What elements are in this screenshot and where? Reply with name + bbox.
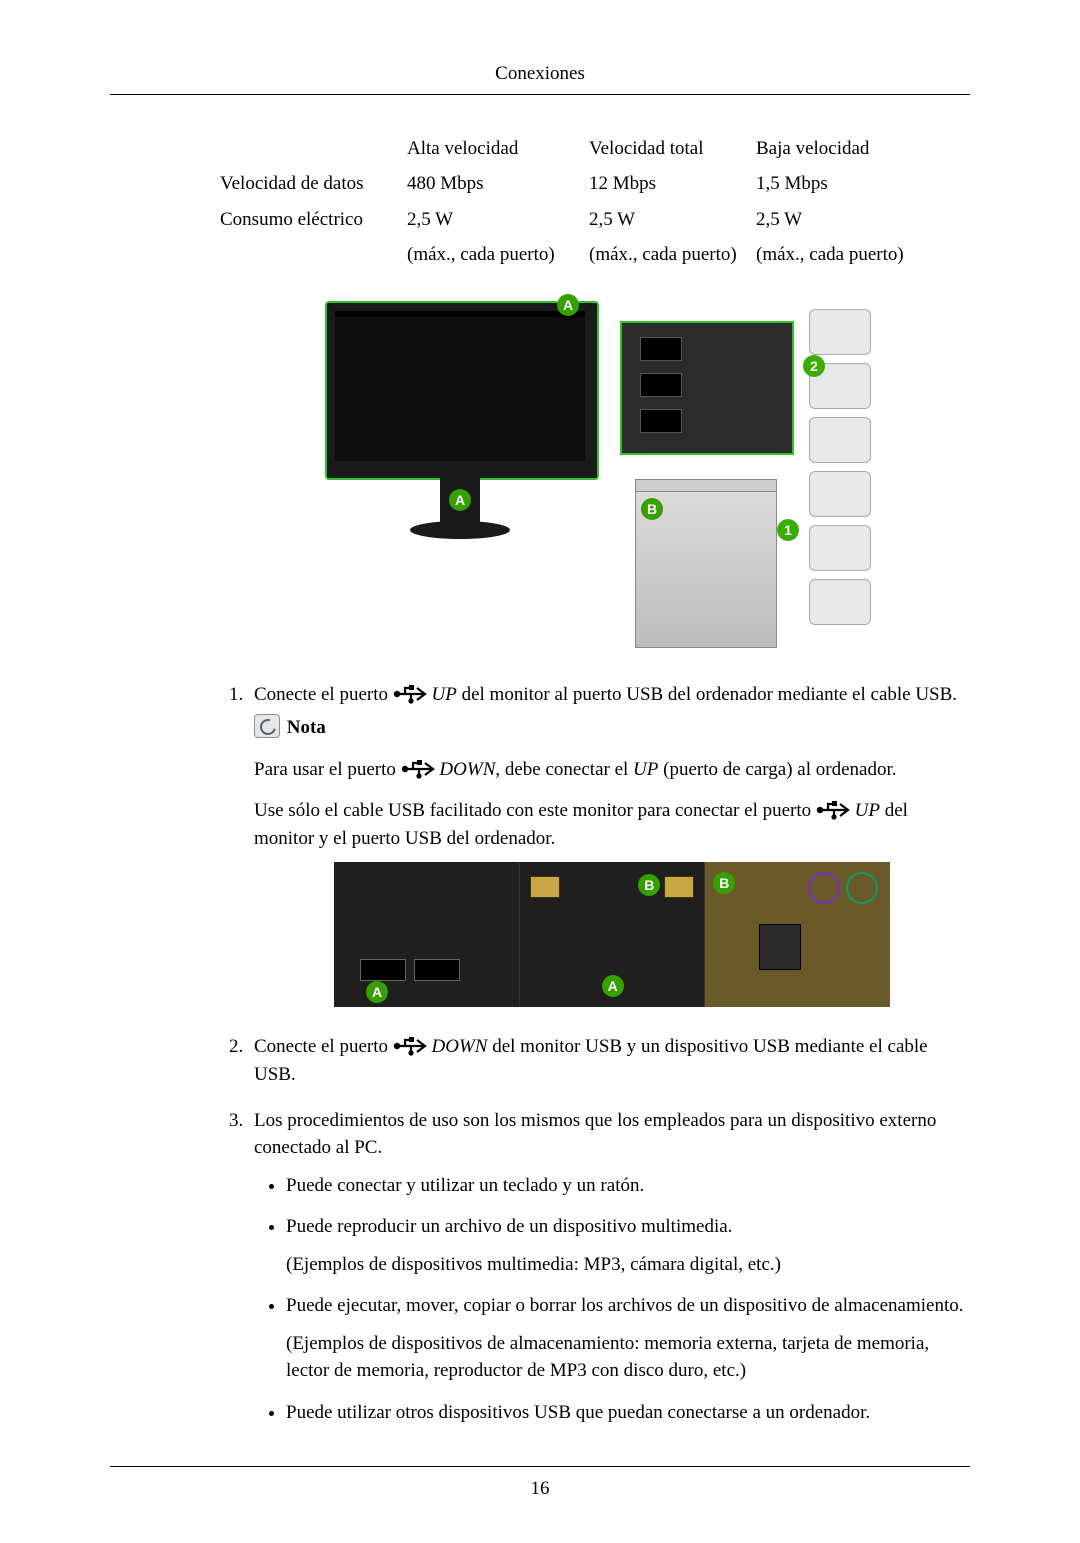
keyboard-icon (809, 525, 871, 571)
monitor-screen-icon (335, 311, 585, 461)
term-down: DOWN (432, 1036, 488, 1057)
monitor-base-icon (410, 521, 510, 539)
text: Para usar el puerto (254, 759, 401, 780)
peripherals-icon (805, 301, 875, 641)
note-icon (254, 714, 280, 738)
usb-port-icon (759, 924, 801, 970)
badge-a: A (449, 489, 471, 511)
usb-port-icon (640, 337, 682, 361)
text: Puede conectar y utilizar un teclado y u… (286, 1175, 644, 1196)
badge-a: A (602, 975, 624, 997)
spec-table: Alta velocidad Velocidad total Baja velo… (220, 131, 916, 273)
ps2-port-icon (808, 872, 840, 904)
text: Use sólo el cable USB facilitado con est… (254, 800, 816, 821)
spec-cell: 12 Mbps (589, 166, 756, 202)
page-number: 16 (110, 1475, 970, 1503)
ps2-port-icon (846, 872, 878, 904)
spec-col-header: Velocidad total (589, 131, 756, 167)
panel-pc-ports: B (705, 862, 890, 1007)
steps-list: Conecte el puerto UP del monitor al puer… (220, 681, 970, 1427)
page: Conexiones Alta velocidad Velocidad tota… (0, 0, 1080, 1543)
text: Puede reproducir un archivo de un dispos… (286, 1216, 732, 1237)
list-item: Puede ejecutar, mover, copiar o borrar l… (286, 1292, 970, 1385)
step-3: Los procedimientos de uso son los mismos… (248, 1107, 970, 1427)
panel-monitor-ports: A (334, 862, 520, 1007)
spec-cell: 2,5 W (407, 202, 589, 238)
spec-col-header: Baja velocidad (756, 131, 916, 167)
spec-cell: 480 Mbps (407, 166, 589, 202)
badge-b: B (638, 874, 660, 896)
note-paragraph: Para usar el puerto DOWN, debe cone (254, 756, 970, 784)
header-rule (110, 94, 970, 95)
spec-cell: (máx., cada puerto) (756, 237, 916, 273)
spec-cell: (máx., cada puerto) (407, 237, 589, 273)
step-1: Conecte el puerto UP del monitor al puer… (248, 681, 970, 1008)
spec-row-label: Velocidad de datos (220, 166, 407, 202)
earphone-icon (809, 309, 871, 355)
step-text: Los procedimientos de uso son los mismos… (254, 1110, 936, 1159)
badge-a: A (366, 981, 388, 1003)
badge-b: B (641, 498, 663, 520)
example-text: (Ejemplos de dispositivos multimedia: MP… (286, 1251, 970, 1279)
step-text: Conecte el puerto (254, 1036, 393, 1057)
example-text: (Ejemplos de dispositivos de almacenamie… (286, 1330, 970, 1385)
term-up: UP (855, 800, 880, 821)
spec-cell: 2,5 W (756, 202, 916, 238)
usb-hub-icon (620, 321, 794, 455)
list-item: Puede utilizar otros dispositivos USB qu… (286, 1399, 970, 1427)
usb-port-icon (640, 373, 682, 397)
connection-diagram-1: A A B 2 1 (315, 291, 875, 651)
usb-icon (401, 759, 435, 779)
text: (puerto de carga) al ordenador. (658, 759, 896, 780)
step-2: Conecte el puerto DOWN del monitor USB y… (248, 1033, 970, 1088)
spec-cell: (máx., cada puerto) (589, 237, 756, 273)
usb-port-icon (360, 959, 406, 981)
spec-cell: 2,5 W (589, 202, 756, 238)
note-block: Nota (254, 714, 970, 742)
keyboard-icon (809, 471, 871, 517)
text: Puede utilizar otros dispositivos USB qu… (286, 1402, 870, 1423)
connection-diagram-2: A B A B (334, 862, 890, 1007)
usb-plug-icon (530, 876, 560, 898)
spec-col-header: Alta velocidad (407, 131, 589, 167)
footer-rule (110, 1466, 970, 1467)
term-down: DOWN (439, 759, 495, 780)
badge-a: A (557, 294, 579, 316)
spec-cell-empty (220, 237, 407, 273)
text: , debe conectar el (495, 759, 633, 780)
usb-port-icon (414, 959, 460, 981)
usb-icon (816, 800, 850, 820)
list-item: Puede reproducir un archivo de un dispos… (286, 1213, 970, 1278)
usb-icon (393, 1036, 427, 1056)
spec-col-empty (220, 131, 407, 167)
step-text: del monitor al puerto USB del ordenador … (462, 684, 957, 705)
usb-icon (393, 684, 427, 704)
page-header-title: Conexiones (110, 60, 970, 88)
usb-port-icon (640, 409, 682, 433)
content-area: Alta velocidad Velocidad total Baja velo… (220, 131, 970, 1427)
device-icon (809, 417, 871, 463)
list-item: Puede conectar y utilizar un teclado y u… (286, 1172, 970, 1200)
term-up: UP (633, 759, 658, 780)
text: Puede ejecutar, mover, copiar o borrar l… (286, 1295, 964, 1316)
note-label: Nota (287, 717, 326, 738)
badge-b: B (713, 872, 735, 894)
table-row: Consumo eléctrico 2,5 W 2,5 W 2,5 W (220, 202, 916, 238)
usb-plug-icon (664, 876, 694, 898)
mouse-icon (809, 579, 871, 625)
table-row: Alta velocidad Velocidad total Baja velo… (220, 131, 916, 167)
table-row: Velocidad de datos 480 Mbps 12 Mbps 1,5 … (220, 166, 916, 202)
spec-cell: 1,5 Mbps (756, 166, 916, 202)
term-up: UP (432, 684, 457, 705)
step-text: Conecte el puerto (254, 684, 393, 705)
note-paragraph: Use sólo el cable USB facilitado con est… (254, 797, 970, 852)
badge-1: 1 (777, 519, 799, 541)
sub-bullet-list: Puede conectar y utilizar un teclado y u… (254, 1172, 970, 1427)
panel-cable: B A (520, 862, 706, 1007)
table-row: (máx., cada puerto) (máx., cada puerto) … (220, 237, 916, 273)
badge-2: 2 (803, 355, 825, 377)
spec-row-label: Consumo eléctrico (220, 202, 407, 238)
